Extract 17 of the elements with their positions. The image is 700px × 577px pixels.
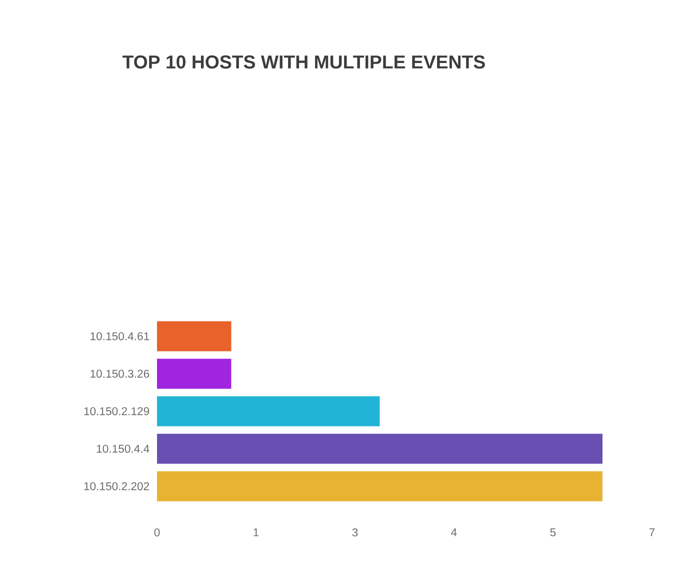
x-tick-label: 1 [254,528,259,536]
y-tick-label: 10.150.2.129 [84,407,150,416]
x-tick-label: 7 [649,528,655,536]
bar [157,396,380,426]
chart-title: TOP 10 HOSTS WITH MULTIPLE EVENTS [122,55,485,69]
x-tick-label: 5 [550,528,556,536]
x-tick-label: 4 [451,528,457,536]
y-tick-label: 10.150.4.4 [96,444,150,453]
x-tick-label: 3 [352,528,358,536]
bar [157,471,602,502]
y-tick-label: 10.150.2.202 [84,482,150,490]
x-tick-label: 0 [154,528,160,536]
bar [157,358,232,389]
y-tick-label: 10.150.4.61 [90,332,150,340]
bar [157,434,602,464]
y-tick-label: 10.150.3.26 [90,370,150,378]
bar [157,321,232,352]
